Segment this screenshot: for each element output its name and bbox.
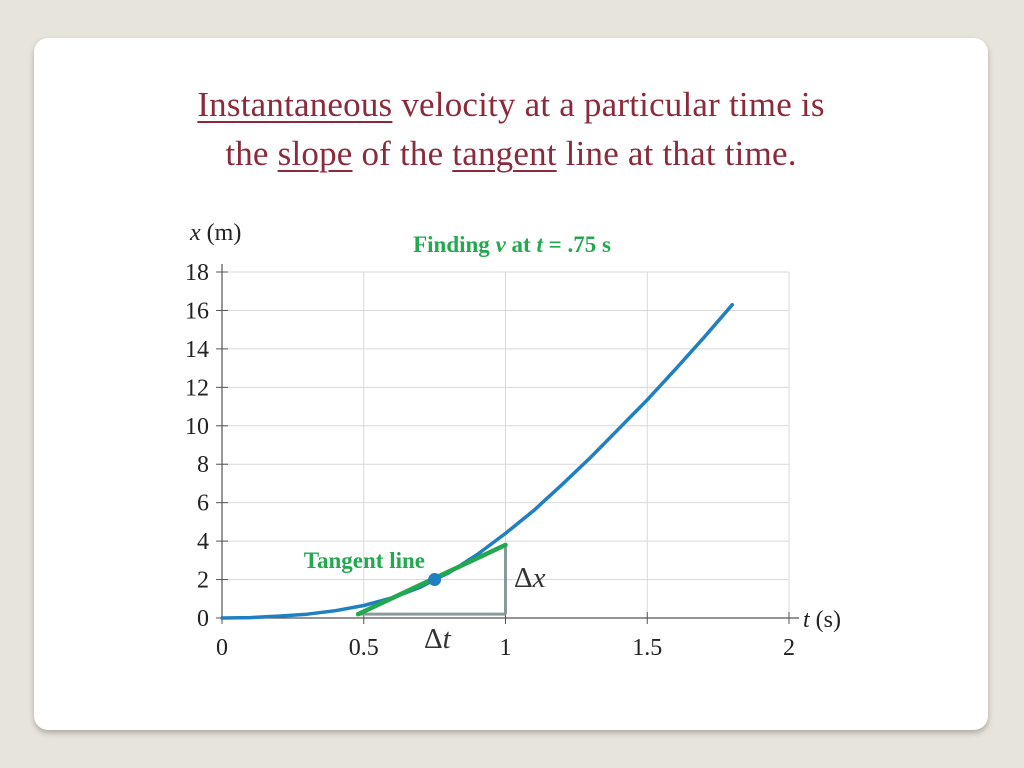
delta-t-label: Δt — [424, 623, 452, 655]
y-axis-var: x — [189, 220, 201, 246]
y-tick-label: 16 — [185, 298, 209, 324]
chart-title: Finding v at t = .75 s — [413, 232, 611, 257]
delta-x-label: Δx — [514, 562, 546, 594]
title-line-1: Instantaneous velocity at a particular t… — [34, 80, 988, 129]
tangent-line-label: Tangent line — [304, 548, 425, 573]
y-axis-unit: (m) — [201, 220, 242, 246]
title-seg: tangent — [452, 134, 557, 173]
y-tick-label: 6 — [197, 491, 209, 517]
delta-t-var: t — [443, 623, 452, 655]
y-tick-label: 0 — [197, 606, 209, 632]
x-tick-label: 1 — [500, 635, 512, 661]
x-tick-label: 0 — [216, 635, 228, 661]
x-tick-label: 2 — [783, 635, 795, 661]
y-axis-label: x (m) — [189, 220, 241, 246]
title-seg: slope — [277, 134, 353, 173]
x-axis-var: t — [803, 607, 811, 633]
chart-title-seg: t — [536, 232, 543, 257]
title-seg: the — [225, 134, 278, 173]
chart-title-seg: = .75 s — [543, 232, 611, 257]
x-tick-label: 1.5 — [632, 635, 662, 661]
chart-title-seg: at — [506, 232, 537, 257]
y-tick-label: 12 — [185, 375, 209, 401]
x-axis-label: t (s) — [803, 607, 841, 633]
title-seg: velocity at a particular time is — [392, 85, 825, 124]
chart-title-seg: Finding — [413, 232, 495, 257]
delta-symbol: Δ — [514, 562, 533, 594]
slide-title: Instantaneous velocity at a particular t… — [34, 80, 988, 178]
title-seg: Instantaneous — [197, 85, 393, 124]
title-line-2: the slope of the tangent line at that ti… — [34, 129, 988, 178]
y-tick-label: 4 — [197, 529, 209, 555]
delta-x-var: x — [532, 562, 546, 594]
title-seg: of the — [352, 134, 453, 173]
y-tick-label: 18 — [185, 260, 209, 286]
y-tick-label: 10 — [185, 414, 209, 440]
delta-symbol: Δ — [424, 623, 443, 655]
x-tick-label: 0.5 — [349, 635, 379, 661]
tangent-point — [428, 573, 442, 587]
title-seg: line at that time. — [556, 134, 797, 173]
y-tick-label: 8 — [197, 452, 209, 478]
x-axis-unit: (s) — [810, 607, 841, 633]
chart-title-seg: v — [496, 232, 507, 257]
y-tick-label: 2 — [197, 568, 209, 594]
y-tick-label: 14 — [185, 337, 209, 363]
